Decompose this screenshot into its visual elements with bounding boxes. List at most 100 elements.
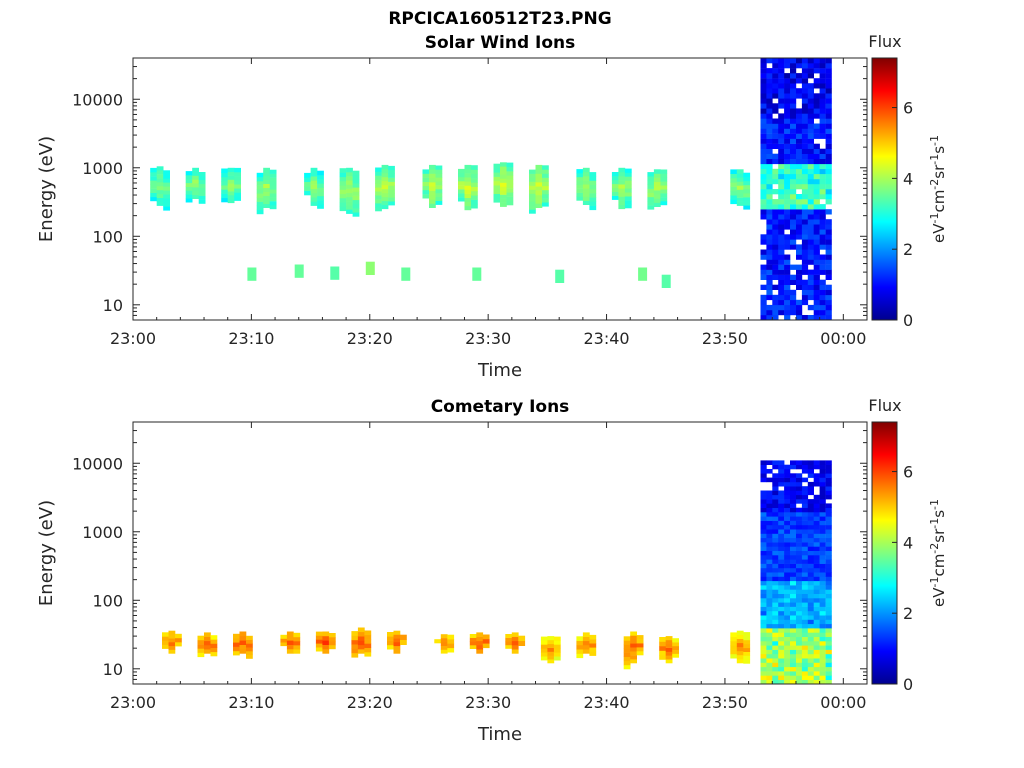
- cometary-block-cell: [778, 662, 785, 668]
- cometary-y-tick-label: 100: [92, 591, 123, 610]
- cometary-block-cell: [784, 585, 791, 590]
- cometary-block-cell: [801, 636, 809, 642]
- cometary-sweep-cell: [440, 649, 448, 654]
- solar-wind-x-tick-label: 23:50: [702, 329, 748, 348]
- cometary-block-cell: [772, 649, 779, 655]
- cometary-block-cell: [790, 537, 797, 543]
- cometary-block-cell: [784, 559, 791, 564]
- solar-wind-sweep-cell: [375, 187, 382, 192]
- panel-title-solar-wind: Solar Wind Ions: [425, 33, 576, 53]
- cometary-sweep-cell: [482, 638, 490, 644]
- solar-wind-sweep-cell: [647, 205, 655, 210]
- cometary-block-cell: [790, 542, 797, 547]
- cometary-sweep-cell: [286, 644, 294, 650]
- cometary-block-cell: [778, 477, 785, 483]
- cometary-block-cell: [784, 662, 791, 668]
- cometary-block-cell: [772, 546, 779, 551]
- solar-wind-sweep-cell: [647, 188, 655, 193]
- solar-wind-sweep-cell: [163, 182, 170, 187]
- cometary-block-cell: [796, 516, 803, 521]
- cometary-block-cell: [801, 499, 809, 504]
- cometary-block-cell: [784, 477, 791, 483]
- solar-wind-block-cell: [825, 309, 832, 316]
- solar-wind-block-cell: [784, 254, 791, 260]
- cometary-sweep-cell: [630, 639, 637, 644]
- solar-wind-block-cell: [760, 128, 767, 134]
- solar-wind-sweep-cell: [227, 179, 235, 184]
- solar-wind-sweep-cell: [234, 167, 241, 173]
- cometary-sweep-cell: [393, 645, 401, 650]
- cometary-sweep-cell: [576, 653, 584, 659]
- solar-wind-x-tick-label: 23:40: [583, 329, 629, 348]
- solar-wind-sweep-cell: [422, 173, 430, 178]
- cometary-block-cell: [784, 675, 791, 680]
- cometary-sweep-cell: [547, 659, 555, 664]
- cometary-sweep-cell: [482, 634, 490, 640]
- cometary-block-cell: [778, 512, 785, 517]
- solar-wind-block-cell: [784, 108, 791, 114]
- cometary-block-cell: [813, 460, 820, 465]
- solar-wind-block-cell: [819, 93, 826, 99]
- solar-wind-block-cell: [819, 133, 826, 139]
- solar-wind-sweep-cell: [375, 179, 382, 184]
- cometary-block-cell: [819, 542, 826, 547]
- cometary-block-cell: [825, 473, 832, 478]
- cometary-block-cell: [784, 550, 791, 556]
- cometary-block-cell: [760, 580, 767, 586]
- cometary-block-cell: [760, 559, 767, 564]
- solar-wind-block-cell: [796, 244, 803, 250]
- cometary-block-cell: [801, 567, 809, 573]
- cometary-sweep-cell: [175, 637, 182, 643]
- cometary-block-cell: [813, 593, 820, 599]
- cometary-sweep-cell: [672, 649, 679, 654]
- solar-wind-sweep-cell: [256, 205, 264, 211]
- solar-wind-spot: [365, 261, 375, 275]
- cometary-block-cell: [813, 589, 820, 594]
- cometary-block-cell: [784, 542, 791, 547]
- solar-wind-sweep-cell: [227, 175, 235, 180]
- cometary-block-cell: [790, 641, 797, 646]
- cometary-block-cell: [807, 598, 814, 603]
- cometary-block-cell: [790, 533, 797, 539]
- cometary-sweep-cell: [511, 649, 519, 654]
- cometary-block-cell: [790, 559, 797, 564]
- cometary-block-cell: [772, 486, 779, 491]
- solar-wind-block-cell: [807, 118, 814, 124]
- cometary-x-tick-label: 23:40: [583, 693, 629, 712]
- solar-wind-sweep-cell: [618, 204, 626, 210]
- solar-wind-block-cell: [790, 209, 797, 215]
- cometary-block-cell: [801, 516, 809, 521]
- cometary-block-cell: [772, 658, 779, 663]
- cometary-sweep-cell: [364, 630, 372, 636]
- cometary-block-cell: [819, 628, 826, 633]
- solar-wind-sweep-cell: [736, 169, 744, 174]
- cometary-sweep-cell: [505, 644, 513, 649]
- solar-wind-block-cell: [766, 274, 773, 280]
- solar-wind-block-cell: [778, 168, 785, 175]
- cometary-sweep-cell: [659, 650, 666, 656]
- solar-wind-block-cell: [778, 194, 785, 200]
- cometary-block-cell: [772, 537, 779, 543]
- solar-wind-block-cell: [801, 178, 809, 185]
- cometary-block-cell: [760, 529, 767, 534]
- solar-wind-block-cell: [825, 98, 832, 104]
- cometary-block-cell: [778, 653, 785, 659]
- solar-wind-sweep-cell: [618, 200, 626, 205]
- solar-wind-block-cell: [772, 88, 779, 94]
- solar-wind-block-cell: [784, 103, 791, 109]
- cometary-sweep-cell: [233, 633, 240, 639]
- solar-wind-block-cell: [801, 184, 809, 190]
- solar-wind-sweep-cell: [256, 197, 264, 202]
- solar-wind-sweep-cell: [736, 185, 744, 190]
- cometary-block-cell: [813, 576, 820, 582]
- solar-wind-block-cell: [778, 83, 785, 89]
- solar-wind-block-cell: [819, 254, 826, 260]
- solar-wind-sweep-cell: [493, 176, 501, 182]
- cometary-block-cell: [819, 619, 826, 625]
- cometary-block-cell: [772, 507, 779, 513]
- cometary-sweep-cell: [440, 645, 448, 650]
- solar-wind-block-cell: [796, 279, 803, 285]
- solar-wind-block-cell: [784, 294, 791, 301]
- solar-wind-block-cell: [801, 128, 809, 134]
- cometary-x-tick-label: 23:10: [228, 693, 274, 712]
